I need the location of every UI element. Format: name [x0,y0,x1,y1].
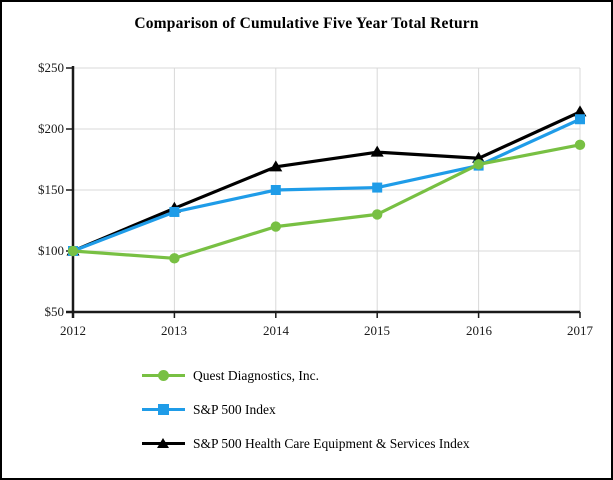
circle-marker-icon [158,370,169,381]
x-axis-tick-label: 2015 [364,323,390,338]
data-point-triangle [269,160,283,172]
data-point-circle [169,253,180,264]
data-point-triangle [370,145,384,157]
y-axis-tick-label: $50 [44,304,65,319]
x-axis-tick-label: 2012 [60,323,86,338]
legend-label: S&P 500 Health Care Equipment & Services… [193,435,470,451]
data-point-triangle [472,151,486,163]
legend: Quest Diagnostics, Inc. S&P 500 Index S&… [142,366,470,453]
data-point-triangle [573,105,587,117]
data-point-circle [372,209,383,220]
x-axis-tick-label: 2013 [161,323,187,338]
series-line [72,117,581,253]
y-axis-tick-label: $200 [38,121,64,136]
legend-item-sp500: S&P 500 Index [142,400,470,419]
legend-swatch [142,366,185,385]
data-point-circle [574,139,586,151]
data-point-square [270,185,281,195]
triangle-marker-icon [157,438,169,448]
legend-label: Quest Diagnostics, Inc. [193,367,319,383]
square-marker-icon [158,404,169,415]
chart-title: Comparison of Cumulative Five Year Total… [134,15,479,32]
legend-item-quest-diagnostics: Quest Diagnostics, Inc. [142,366,470,385]
legend-label: S&P 500 Index [193,401,276,417]
data-point-square [169,206,180,217]
series-line [72,110,581,253]
legend-item-sp500-healthcare: S&P 500 Health Care Equipment & Services… [142,434,470,453]
x-axis-tick-label: 2014 [263,323,289,338]
data-point-circle [270,221,281,232]
data-point-circle [473,159,484,170]
y-axis-tick-label: $100 [38,243,64,258]
x-axis-tick-label: 2016 [466,323,492,338]
legend-swatch [142,434,185,453]
data-point-circle [67,245,79,257]
data-point-square [372,182,383,193]
legend-swatch [142,400,185,419]
y-axis-tick-label: $250 [38,60,64,75]
y-axis-tick-label: $150 [38,182,64,197]
x-axis-tick-label: 2017 [567,323,593,338]
data-point-square [575,114,585,125]
series-line [72,143,581,260]
